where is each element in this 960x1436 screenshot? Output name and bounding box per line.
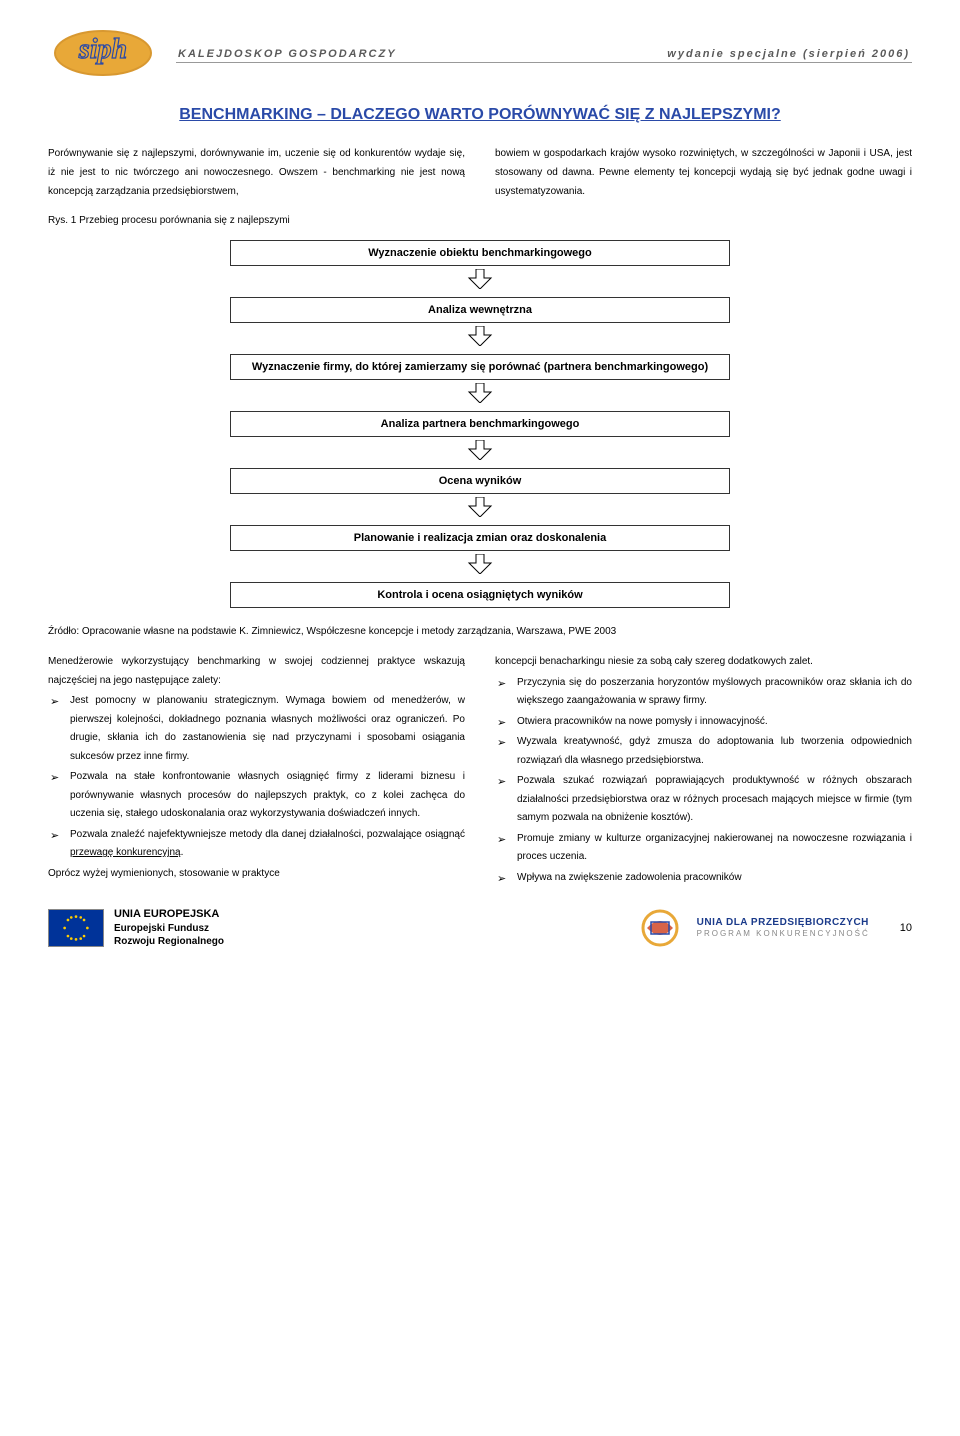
- footer-eu-line3: Rozwoju Regionalnego: [114, 936, 224, 947]
- footer-udp-text: UNIA DLA PRZEDSIĘBIORCZYCH PROGRAM KONKU…: [697, 917, 870, 939]
- footer-left: UNIA EUROPEJSKA Europejski Fundusz Rozwo…: [48, 907, 224, 949]
- flow-box: Planowanie i realizacja zmian oraz dosko…: [230, 525, 730, 551]
- page-number: 10: [900, 922, 912, 934]
- list-item: Pozwala szukać rozwiązań poprawiających …: [517, 772, 912, 828]
- udp-logo-icon: [637, 908, 683, 948]
- list-item: Jest pomocny w planowaniu strategicznym.…: [70, 692, 465, 766]
- page-title: BENCHMARKING – DLACZEGO WARTO PORÓWNYWAĆ…: [48, 106, 912, 124]
- body-columns: Menedżerowie wykorzystujący benchmarking…: [48, 653, 912, 889]
- flow-arrow-icon: [467, 326, 493, 351]
- body-left: Menedżerowie wykorzystujący benchmarking…: [48, 653, 465, 889]
- flow-arrow-icon: [467, 497, 493, 522]
- flow-arrow-icon: [467, 269, 493, 294]
- flow-box: Analiza partnera benchmarkingowego: [230, 411, 730, 437]
- list-item: Wpływa na zwiększenie zadowolenia pracow…: [517, 869, 912, 888]
- header-title-right: wydanie specjalne (sierpień 2006): [667, 48, 910, 60]
- body-left-p2: Oprócz wyżej wymienionych, stosowanie w …: [48, 865, 465, 884]
- siph-logo: siph: [48, 18, 158, 88]
- flowchart: Wyznaczenie obiektu benchmarkingowego An…: [48, 240, 912, 608]
- intro-columns: Porównywanie się z najlepszymi, dorównyw…: [48, 144, 912, 201]
- footer-eu-text: UNIA EUROPEJSKA Europejski Fundusz Rozwo…: [114, 907, 224, 949]
- figure-source: Źródło: Opracowanie własne na podstawie …: [48, 626, 912, 637]
- flow-box: Analiza wewnętrzna: [230, 297, 730, 323]
- footer-udp-line1: UNIA DLA PRZEDSIĘBIORCZYCH: [697, 917, 870, 929]
- body-right: koncepcji benacharkingu niesie za sobą c…: [495, 653, 912, 889]
- flow-box: Wyznaczenie obiektu benchmarkingowego: [230, 240, 730, 266]
- footer-udp-line2: PROGRAM KONKURENCYJNOŚĆ: [697, 929, 870, 939]
- flow-box: Wyznaczenie firmy, do której zamierzamy …: [230, 354, 730, 380]
- body-left-p1: Menedżerowie wykorzystujący benchmarking…: [48, 653, 465, 690]
- body-left-bullets: Jest pomocny w planowaniu strategicznym.…: [48, 692, 465, 863]
- body-right-p1: koncepcji benacharkingu niesie za sobą c…: [495, 653, 912, 672]
- page-footer: UNIA EUROPEJSKA Europejski Fundusz Rozwo…: [48, 907, 912, 949]
- underlined-text: przewagę konkurencyjną: [70, 847, 181, 858]
- body-right-bullets: Przyczynia się do poszerzania horyzontów…: [495, 674, 912, 888]
- list-item: Pozwala na stałe konfrontowanie własnych…: [70, 768, 465, 824]
- list-item: Przyczynia się do poszerzania horyzontów…: [517, 674, 912, 711]
- flow-arrow-icon: [467, 383, 493, 408]
- footer-right: UNIA DLA PRZEDSIĘBIORCZYCH PROGRAM KONKU…: [637, 908, 912, 948]
- intro-right: bowiem w gospodarkach krajów wysoko rozw…: [495, 144, 912, 201]
- eu-flag-icon: [48, 909, 104, 947]
- list-item: Otwiera pracowników na nowe pomysły i in…: [517, 713, 912, 732]
- list-item: Promuje zmiany w kulturze organizacyjnej…: [517, 830, 912, 867]
- list-item: Wyzwala kreatywność, gdyż zmusza do adop…: [517, 733, 912, 770]
- intro-left: Porównywanie się z najlepszymi, dorównyw…: [48, 144, 465, 201]
- flow-box: Ocena wyników: [230, 468, 730, 494]
- flow-arrow-icon: [467, 554, 493, 579]
- footer-eu-line1: UNIA EUROPEJSKA: [114, 907, 224, 922]
- footer-eu-line2: Europejski Fundusz: [114, 923, 209, 934]
- page-header: siph KALEJDOSKOP GOSPODARCZY wydanie spe…: [48, 18, 912, 88]
- header-title-left: KALEJDOSKOP GOSPODARCZY: [178, 48, 397, 60]
- flow-arrow-icon: [467, 440, 493, 465]
- list-item: Pozwala znaleźć najefektywniejsze metody…: [70, 826, 465, 863]
- figure-caption: Rys. 1 Przebieg procesu porównania się z…: [48, 215, 912, 226]
- svg-text:siph: siph: [78, 34, 127, 65]
- flow-box: Kontrola i ocena osiągniętych wyników: [230, 582, 730, 608]
